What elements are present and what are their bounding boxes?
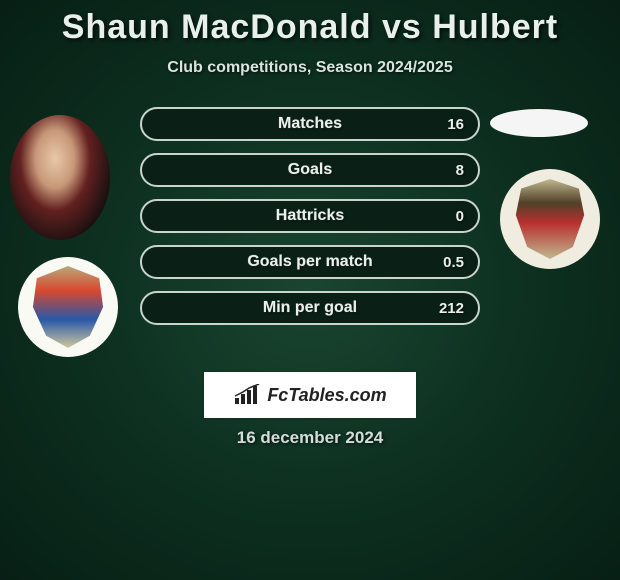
page-title: Shaun MacDonald vs Hulbert — [0, 0, 620, 47]
stat-label: Goals — [288, 161, 332, 179]
stat-label: Min per goal — [263, 299, 357, 317]
stat-row-min-per-goal: Min per goal 212 — [140, 291, 480, 325]
stat-label: Goals per match — [247, 253, 372, 271]
stat-value: 0.5 — [443, 254, 464, 271]
stat-row-hattricks: Hattricks 0 — [140, 199, 480, 233]
crest-shield-icon — [512, 179, 588, 259]
comparison-panel: Matches 16 Goals 8 Hattricks 0 Goals per… — [0, 107, 620, 387]
stat-label: Matches — [278, 115, 342, 133]
stat-row-goals: Goals 8 — [140, 153, 480, 187]
stat-value: 16 — [447, 116, 464, 133]
player2-photo-placeholder — [490, 109, 588, 137]
date-label: 16 december 2024 — [0, 428, 620, 448]
player2-club-crest — [500, 169, 600, 269]
stat-row-matches: Matches 16 — [140, 107, 480, 141]
stat-value: 212 — [439, 300, 464, 317]
brand-badge[interactable]: FcTables.com — [204, 372, 416, 418]
crest-shield-icon — [29, 266, 107, 348]
stats-list: Matches 16 Goals 8 Hattricks 0 Goals per… — [140, 107, 480, 337]
bar-chart-icon — [233, 384, 261, 406]
player1-club-crest — [18, 257, 118, 357]
player1-photo — [10, 115, 110, 240]
brand-name: FcTables.com — [267, 385, 386, 406]
page-subtitle: Club competitions, Season 2024/2025 — [0, 59, 620, 77]
stat-label: Hattricks — [276, 207, 344, 225]
stat-value: 0 — [456, 208, 464, 225]
stat-row-goals-per-match: Goals per match 0.5 — [140, 245, 480, 279]
stat-value: 8 — [456, 162, 464, 179]
